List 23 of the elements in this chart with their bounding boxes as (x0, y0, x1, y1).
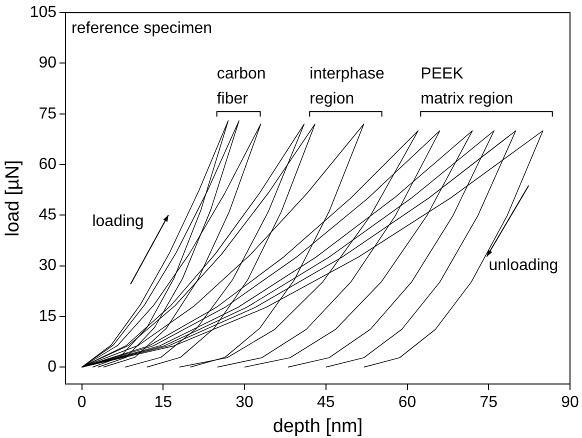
annotation: interphase region (310, 66, 384, 108)
x-tick-label: 30 (236, 394, 254, 412)
x-tick-label: 60 (398, 394, 416, 412)
x-axis-title: depth [nm] (272, 416, 363, 437)
y-tick-label: 0 (48, 358, 57, 376)
x-tick-label: 15 (154, 394, 172, 412)
x-tick-label: 45 (316, 394, 335, 412)
annotation: carbon fiber (216, 66, 266, 108)
y-tick-label: 75 (38, 105, 57, 122)
y-axis-title: load [µN] (2, 160, 24, 237)
x-tick-label: 75 (480, 394, 498, 412)
annotation: reference specimen (72, 20, 212, 38)
y-tick-label: 90 (38, 54, 57, 72)
x-tick-label: 90 (561, 394, 579, 412)
y-tick-label: 45 (38, 206, 57, 224)
annotation: PEEK matrix region (420, 66, 514, 108)
annotation: unloading (488, 256, 558, 274)
x-tick-label: 0 (77, 394, 86, 412)
annotation: loading (92, 213, 144, 230)
y-tick-label: 105 (30, 4, 57, 22)
y-tick-label: 15 (38, 308, 57, 325)
y-tick-label: 60 (38, 156, 57, 173)
y-tick-label: 30 (38, 257, 57, 274)
